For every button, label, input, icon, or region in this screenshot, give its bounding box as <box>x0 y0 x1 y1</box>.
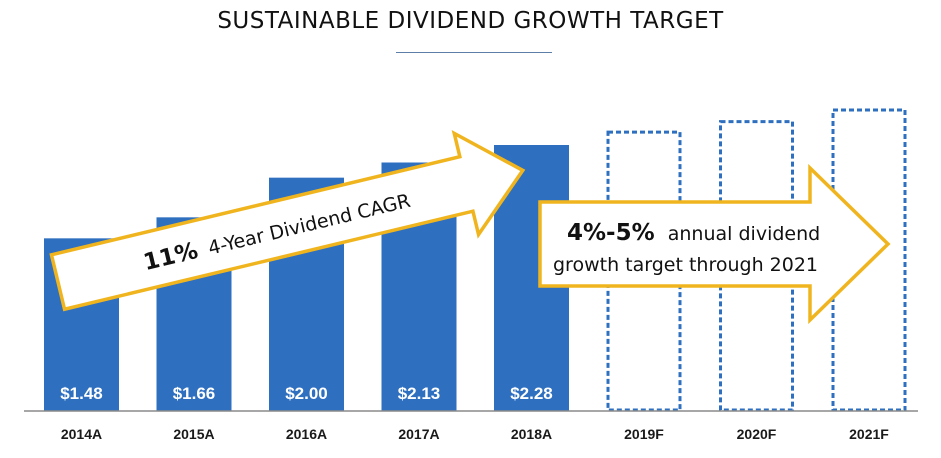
bar-value-label-2018A: $2.28 <box>510 384 553 403</box>
chart-title: SUSTAINABLE DIVIDEND GROWTH TARGET <box>217 8 724 34</box>
target-arrow-shape <box>538 163 891 325</box>
bar-value-label-2017A: $2.13 <box>398 384 441 403</box>
labels-layer: $1.48 2014A $1.66 2015A $2.00 2016A $2.13 2017A… <box>60 384 889 442</box>
x-tick-label-2017A: 2017A <box>398 426 439 442</box>
target-line1: 4%-5% annual dividend <box>567 220 820 246</box>
cagr-arrow-callout: 11% 4-Year Dividend CAGR <box>49 129 526 312</box>
x-tick-label-2015A: 2015A <box>173 426 214 442</box>
cagr-arrow-shape <box>49 129 526 312</box>
x-tick-label-2018A: 2018A <box>511 426 552 442</box>
title-underline <box>396 52 552 53</box>
bar-value-label-2015A: $1.66 <box>173 384 216 403</box>
x-tick-label-2016A: 2016A <box>286 426 327 442</box>
target-arrow-callout: 4%-5% annual dividend growth target thro… <box>538 163 891 325</box>
target-line2: growth target through 2021 <box>553 254 818 276</box>
target-line1-text: annual dividend <box>668 223 820 245</box>
x-tick-label-2019F: 2019F <box>624 426 664 442</box>
x-tick-label-2020F: 2020F <box>737 426 777 442</box>
bar-value-label-2016A: $2.00 <box>285 384 328 403</box>
x-tick-label-2021F: 2021F <box>849 426 889 442</box>
bar-value-label-2014A: $1.48 <box>60 384 103 403</box>
x-tick-label-2014A: 2014A <box>61 426 102 442</box>
target-percent: 4%-5% <box>567 220 655 246</box>
